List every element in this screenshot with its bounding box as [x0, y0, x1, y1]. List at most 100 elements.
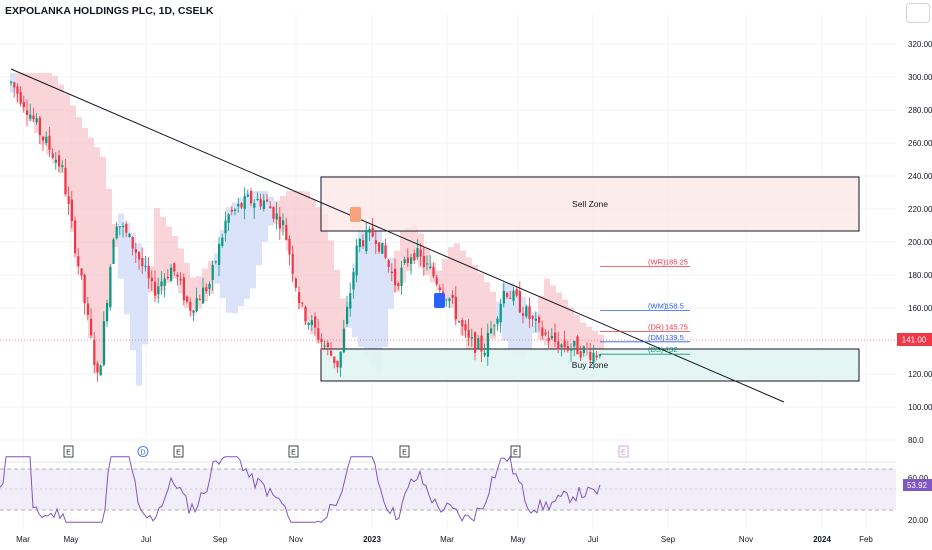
candle	[266, 199, 269, 202]
cloud-segment	[502, 283, 508, 341]
candle	[189, 301, 192, 311]
candle	[467, 329, 470, 338]
candle	[70, 199, 73, 221]
candle	[515, 289, 518, 296]
cloud-segment	[10, 72, 16, 93]
candle	[202, 287, 205, 304]
cloud-segment	[166, 226, 172, 284]
cloud-segment	[136, 243, 142, 386]
cloud-segment	[328, 240, 334, 362]
candle	[237, 204, 240, 207]
price-tick: 220.00	[908, 205, 932, 214]
cloud-segment	[196, 276, 202, 309]
candle	[240, 203, 243, 208]
candle	[221, 237, 224, 246]
candle	[576, 336, 579, 355]
cloud-segment	[142, 258, 148, 345]
cloud-segment	[550, 285, 556, 350]
sell-signal-marker[interactable]	[350, 207, 361, 222]
candle	[330, 350, 333, 356]
candle	[438, 287, 441, 291]
cloud-segment	[250, 190, 256, 289]
rsi-line[interactable]	[0, 455, 601, 523]
time-tick: Nov	[289, 535, 303, 544]
candle	[16, 86, 19, 94]
cloud-segment	[124, 223, 130, 315]
candle	[490, 328, 493, 334]
candle	[368, 229, 371, 233]
candle	[118, 226, 121, 228]
candle	[106, 302, 109, 322]
candle	[186, 296, 189, 302]
candle	[138, 252, 141, 260]
cloud-segment	[292, 190, 298, 280]
cloud-segment	[118, 213, 124, 279]
candle	[394, 268, 397, 286]
candle	[406, 257, 409, 263]
time-tick: Nov	[739, 535, 753, 544]
trendline[interactable]	[10, 68, 785, 403]
candle	[160, 281, 163, 287]
candle	[547, 337, 550, 342]
candle	[74, 220, 77, 254]
candle	[416, 248, 419, 258]
candle	[288, 238, 291, 255]
candle	[205, 287, 208, 292]
price-axis[interactable]: 320.00 300.00 280.00 260.00 240.00 220.00 200.…	[908, 40, 932, 445]
candle	[538, 316, 541, 323]
cloud-segment	[202, 268, 208, 302]
candle	[592, 352, 595, 363]
candle	[278, 216, 281, 229]
candle	[112, 239, 115, 265]
candle	[301, 302, 304, 304]
price-tick: 200.00	[908, 238, 932, 247]
candle	[51, 153, 54, 158]
candle	[480, 335, 483, 352]
pivot-label-dr: (DR)	[648, 323, 664, 332]
cloud-segment	[40, 72, 46, 145]
candle	[557, 341, 560, 350]
cloud-segment	[460, 250, 466, 336]
time-tick: May	[63, 535, 78, 544]
price-tick: 80.0	[908, 436, 924, 445]
candle	[163, 278, 166, 286]
cloud-segment	[190, 277, 196, 316]
cloud-segment	[346, 301, 352, 328]
candle	[29, 114, 32, 119]
candle	[378, 242, 381, 252]
candle	[397, 283, 400, 287]
candle	[355, 245, 358, 276]
candle	[333, 356, 336, 364]
candle	[218, 243, 221, 265]
candle	[534, 318, 537, 321]
time-axis[interactable]: Mar May Jul Sep Nov 2023 Mar May Jul Sep Nov 2024 Fe…	[16, 535, 873, 544]
cloud-segment	[58, 84, 64, 174]
candle	[122, 225, 125, 227]
buy-signal-marker[interactable]	[434, 293, 445, 308]
candle	[234, 209, 237, 211]
candle	[464, 324, 467, 331]
candle	[253, 203, 256, 208]
cloud-segment	[232, 202, 238, 314]
cloud-segment	[100, 156, 106, 364]
candle	[410, 257, 413, 264]
snapshot-button[interactable]	[906, 3, 930, 23]
cloud-segment	[394, 250, 400, 292]
candle	[586, 348, 589, 350]
candle	[550, 335, 553, 339]
candle	[93, 340, 96, 365]
candle	[195, 298, 198, 312]
pivot-value-dm: 139.5	[665, 333, 684, 342]
cloud-segment	[442, 258, 448, 300]
pivot-value-wr: 185.25	[665, 257, 688, 266]
cloud-segment	[64, 93, 70, 198]
cloud-segment	[382, 243, 388, 347]
candle	[285, 225, 288, 241]
cloud-segment	[532, 312, 538, 334]
cloud-segment	[184, 262, 190, 308]
sell-zone[interactable]	[320, 176, 860, 232]
price-tick: 300.00	[908, 73, 932, 82]
cloud-segment	[256, 190, 262, 266]
earnings-label: E	[291, 450, 296, 457]
